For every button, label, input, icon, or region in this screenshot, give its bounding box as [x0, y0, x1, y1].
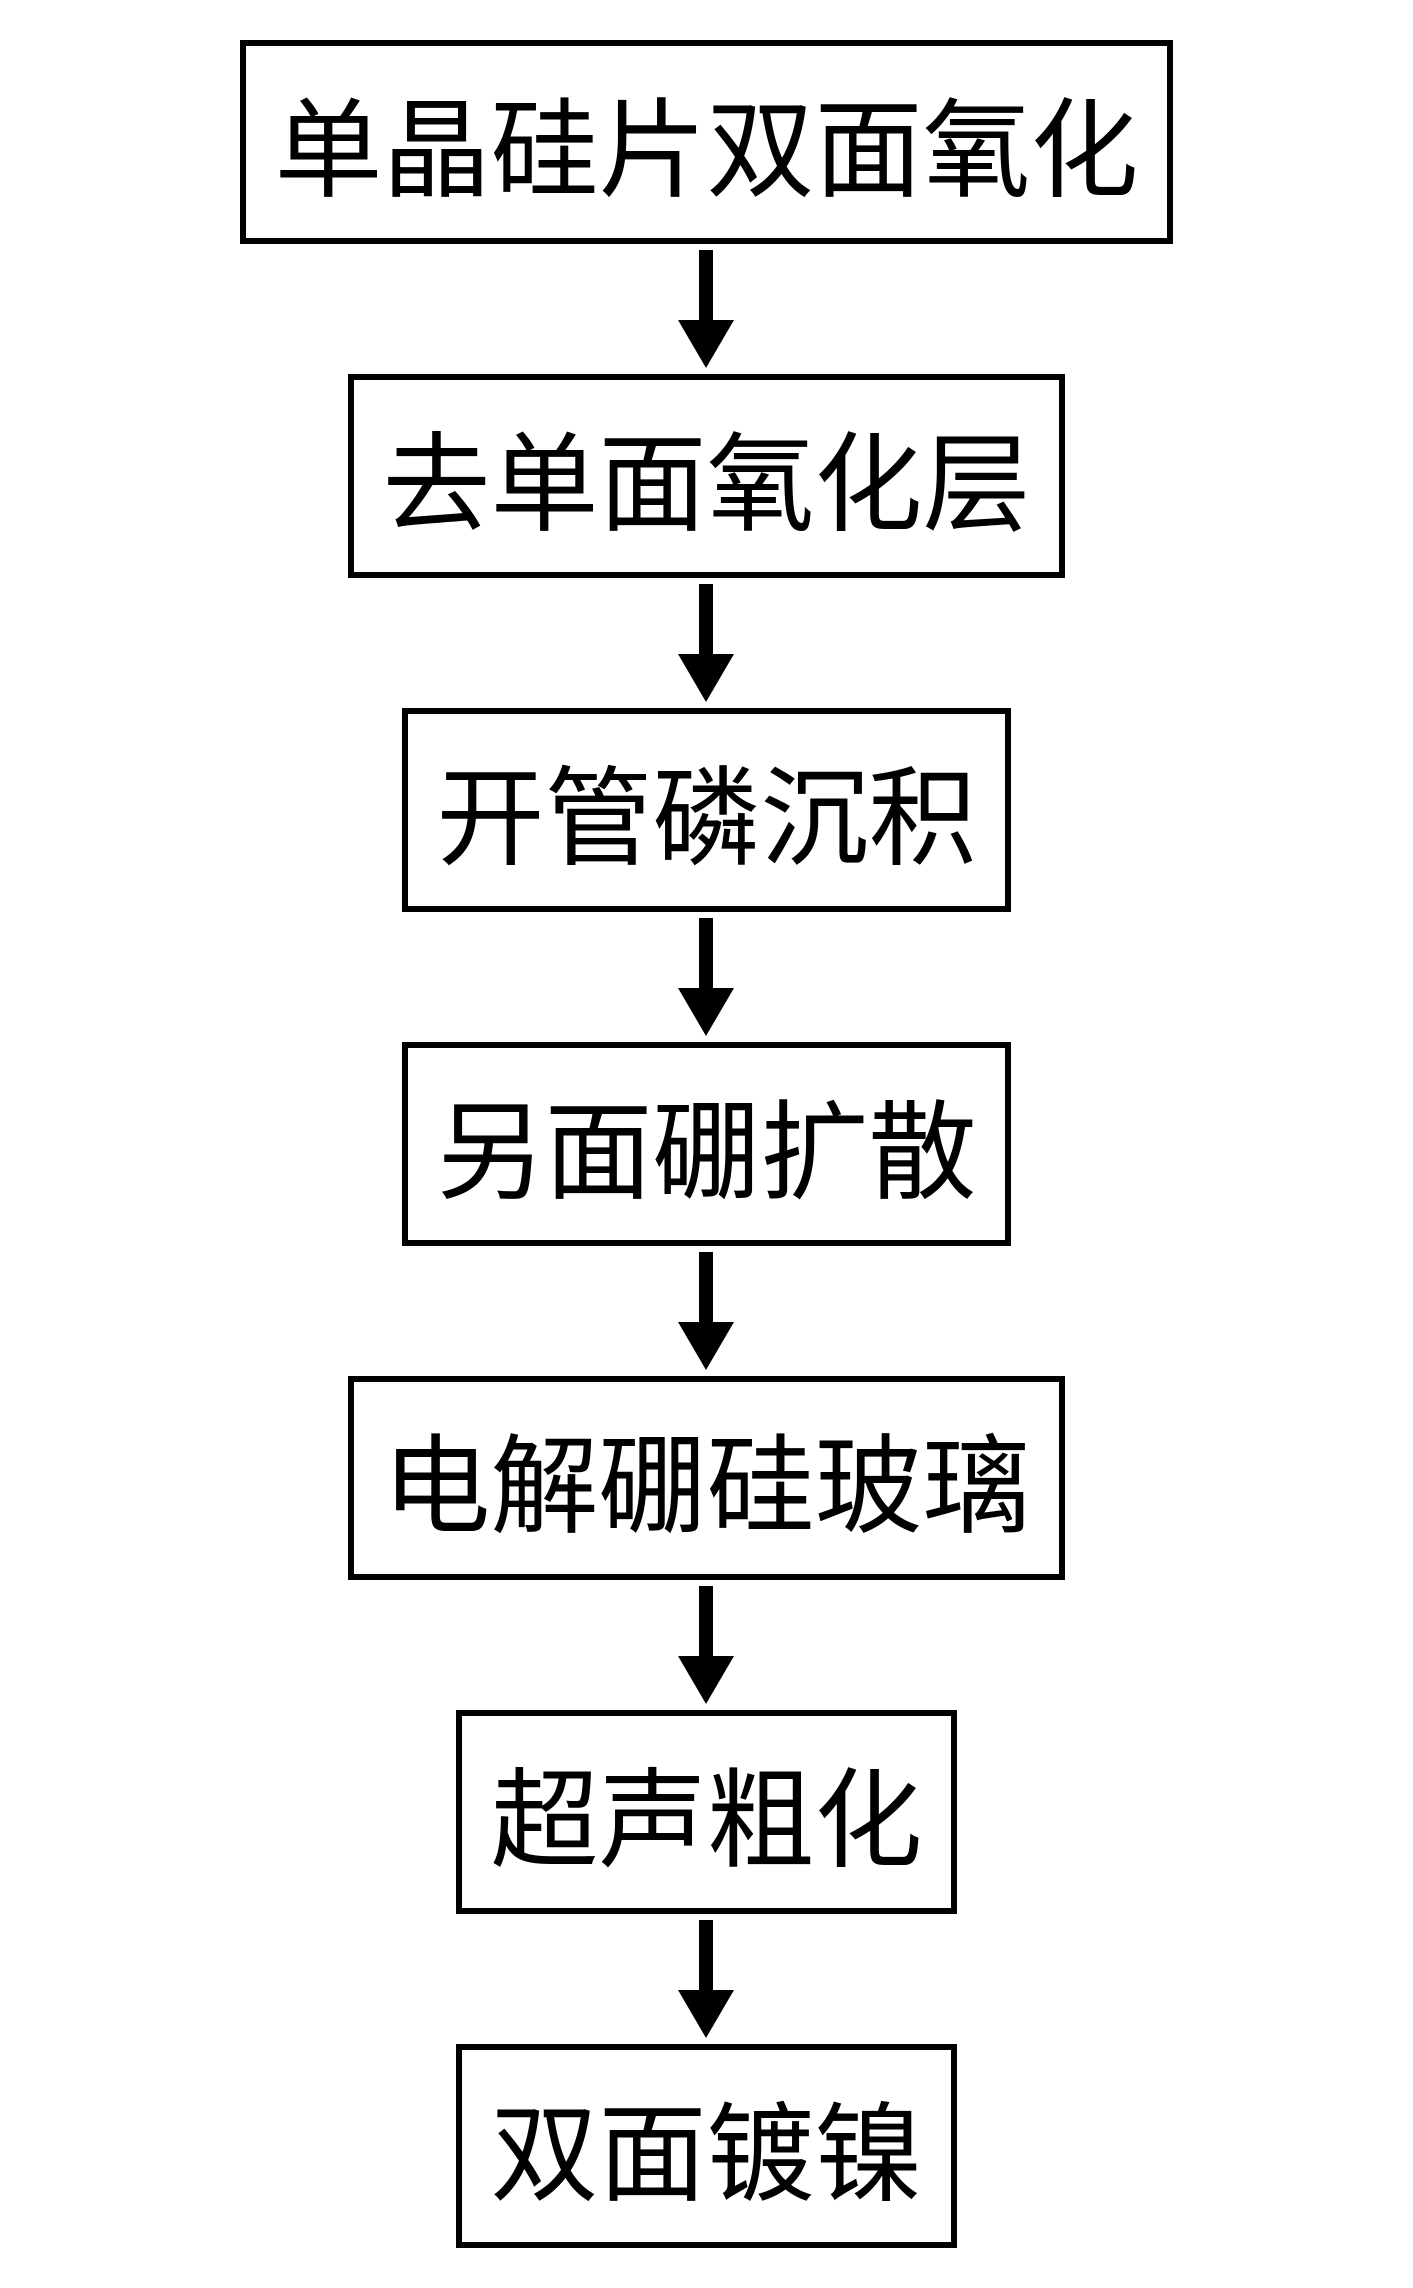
- arrow-shaft: [699, 918, 713, 988]
- flowchart-arrow: [678, 584, 734, 702]
- arrow-head: [678, 1322, 734, 1370]
- arrow-head: [678, 320, 734, 368]
- flowchart-arrow: [678, 1586, 734, 1704]
- flowchart-arrow: [678, 918, 734, 1036]
- arrow-shaft: [699, 1920, 713, 1990]
- arrow-shaft: [699, 250, 713, 320]
- flowchart-step: 单晶硅片双面氧化: [240, 40, 1172, 244]
- flowchart-arrow: [678, 1920, 734, 2038]
- flowchart-step: 超声粗化: [456, 1710, 956, 1914]
- arrow-head: [678, 654, 734, 702]
- step-label: 双面镀镍: [490, 2097, 922, 2216]
- flowchart-step: 另面硼扩散: [402, 1042, 1010, 1246]
- step-label: 开管磷沉积: [436, 761, 976, 880]
- arrow-shaft: [699, 1586, 713, 1656]
- step-label: 单晶硅片双面氧化: [274, 93, 1138, 212]
- arrow-head: [678, 1990, 734, 2038]
- arrow-head: [678, 1656, 734, 1704]
- flowchart-container: 单晶硅片双面氧化 去单面氧化层 开管磷沉积 另面硼扩散 电解硼硅玻璃 超声粗化: [240, 40, 1172, 2248]
- arrow-shaft: [699, 584, 713, 654]
- step-label: 超声粗化: [490, 1763, 922, 1882]
- flowchart-step: 去单面氧化层: [348, 374, 1064, 578]
- flowchart-arrow: [678, 250, 734, 368]
- flowchart-step: 双面镀镍: [456, 2044, 956, 2248]
- step-label: 另面硼扩散: [436, 1095, 976, 1214]
- arrow-shaft: [699, 1252, 713, 1322]
- step-label: 去单面氧化层: [382, 427, 1030, 546]
- flowchart-step: 开管磷沉积: [402, 708, 1010, 912]
- flowchart-arrow: [678, 1252, 734, 1370]
- arrow-head: [678, 988, 734, 1036]
- flowchart-step: 电解硼硅玻璃: [348, 1376, 1064, 1580]
- step-label: 电解硼硅玻璃: [382, 1429, 1030, 1548]
